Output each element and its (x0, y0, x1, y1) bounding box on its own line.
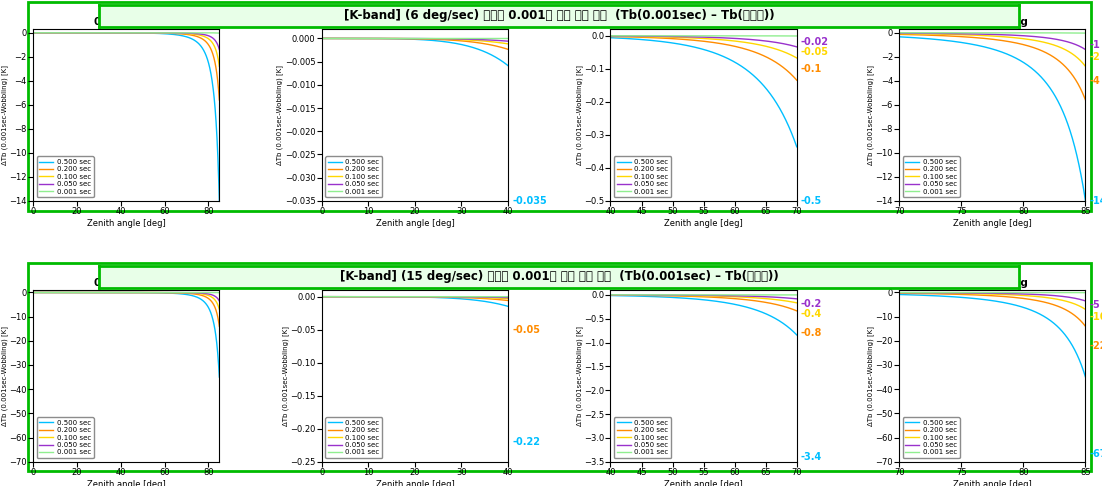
Legend: 0.500 sec, 0.200 sec, 0.100 sec, 0.050 sec, 0.001 sec: 0.500 sec, 0.200 sec, 0.100 sec, 0.050 s… (325, 156, 382, 197)
Legend: 0.500 sec, 0.200 sec, 0.100 sec, 0.050 sec, 0.001 sec: 0.500 sec, 0.200 sec, 0.100 sec, 0.050 s… (36, 156, 94, 197)
Text: -0.2: -0.2 (801, 299, 822, 310)
Y-axis label: ΔTb (0.001sec-Wobbling) [K]: ΔTb (0.001sec-Wobbling) [K] (1, 65, 8, 165)
Y-axis label: ΔTb (0.001sec-Wobbling) [K]: ΔTb (0.001sec-Wobbling) [K] (576, 65, 583, 165)
Text: -1: -1 (1090, 40, 1101, 50)
Title: 70 ~ 85 deg: 70 ~ 85 deg (957, 278, 1028, 288)
Title: 70 ~ 85 deg: 70 ~ 85 deg (957, 17, 1028, 27)
Y-axis label: ΔTb (0.001sec-Wobbling) [K]: ΔTb (0.001sec-Wobbling) [K] (1, 326, 8, 426)
Text: -22: -22 (1090, 341, 1102, 351)
Text: -0.05: -0.05 (801, 47, 829, 57)
X-axis label: Zenith angle [deg]: Zenith angle [deg] (376, 219, 454, 228)
X-axis label: Zenith angle [deg]: Zenith angle [deg] (87, 480, 165, 486)
Text: -0.05: -0.05 (512, 325, 540, 335)
Text: -10: -10 (1090, 312, 1102, 322)
Title: 0 ~ 85 deg: 0 ~ 85 deg (95, 278, 158, 288)
Y-axis label: ΔTb (0.001sec-Wobbling) [K]: ΔTb (0.001sec-Wobbling) [K] (576, 326, 583, 426)
Text: -0.5: -0.5 (801, 196, 822, 206)
Y-axis label: ΔTb (0.001sec-Wobbling) [K]: ΔTb (0.001sec-Wobbling) [K] (867, 326, 874, 426)
Legend: 0.500 sec, 0.200 sec, 0.100 sec, 0.050 sec, 0.001 sec: 0.500 sec, 0.200 sec, 0.100 sec, 0.050 s… (325, 417, 382, 458)
Text: -0.1: -0.1 (801, 64, 822, 74)
Title: 40 ~ 70 deg: 40 ~ 70 deg (668, 278, 739, 288)
Legend: 0.500 sec, 0.200 sec, 0.100 sec, 0.050 sec, 0.001 sec: 0.500 sec, 0.200 sec, 0.100 sec, 0.050 s… (614, 417, 671, 458)
Text: -3.4: -3.4 (801, 452, 822, 462)
Y-axis label: ΔTb (0.001sec-Wobbling) [K]: ΔTb (0.001sec-Wobbling) [K] (277, 65, 283, 165)
Legend: 0.500 sec, 0.200 sec, 0.100 sec, 0.050 sec, 0.001 sec: 0.500 sec, 0.200 sec, 0.100 sec, 0.050 s… (903, 417, 960, 458)
Text: -0.4: -0.4 (801, 309, 822, 319)
X-axis label: Zenith angle [deg]: Zenith angle [deg] (665, 219, 743, 228)
Legend: 0.500 sec, 0.200 sec, 0.100 sec, 0.050 sec, 0.001 sec: 0.500 sec, 0.200 sec, 0.100 sec, 0.050 s… (903, 156, 960, 197)
Legend: 0.500 sec, 0.200 sec, 0.100 sec, 0.050 sec, 0.001 sec: 0.500 sec, 0.200 sec, 0.100 sec, 0.050 s… (614, 156, 671, 197)
Text: [K-band] (15 deg/sec) 흔들림 0.001초 자료 습득 기준  (Tb(0.001sec) – Tb(흔들림)): [K-band] (15 deg/sec) 흔들림 0.001초 자료 습득 기… (339, 270, 779, 283)
Legend: 0.500 sec, 0.200 sec, 0.100 sec, 0.050 sec, 0.001 sec: 0.500 sec, 0.200 sec, 0.100 sec, 0.050 s… (36, 417, 94, 458)
Text: -0.035: -0.035 (512, 196, 547, 206)
Y-axis label: ΔTb (0.001sec-Wobbling) [K]: ΔTb (0.001sec-Wobbling) [K] (867, 65, 874, 165)
Title: 0 ~ 85 deg: 0 ~ 85 deg (95, 17, 158, 27)
Text: -67: -67 (1090, 450, 1102, 459)
Title: 0 ~ 40 deg: 0 ~ 40 deg (383, 278, 446, 288)
X-axis label: Zenith angle [deg]: Zenith angle [deg] (953, 480, 1031, 486)
Text: -0.22: -0.22 (512, 437, 540, 447)
X-axis label: Zenith angle [deg]: Zenith angle [deg] (665, 480, 743, 486)
Text: -14: -14 (1090, 196, 1102, 206)
Text: -5: -5 (1090, 299, 1101, 310)
X-axis label: Zenith angle [deg]: Zenith angle [deg] (87, 219, 165, 228)
Text: -0.8: -0.8 (801, 328, 822, 338)
Y-axis label: ΔTb (0.001sec-Wobbling) [K]: ΔTb (0.001sec-Wobbling) [K] (282, 326, 289, 426)
X-axis label: Zenith angle [deg]: Zenith angle [deg] (376, 480, 454, 486)
Title: 40 ~ 70 deg: 40 ~ 70 deg (668, 17, 739, 27)
Title: 0 ~ 40 deg: 0 ~ 40 deg (383, 17, 446, 27)
Text: [K-band] (6 deg/sec) 흔들림 0.001초 자료 습득 기준  (Tb(0.001sec) – Tb(흔들림)): [K-band] (6 deg/sec) 흔들림 0.001초 자료 습득 기준… (344, 9, 775, 22)
Text: -4: -4 (1090, 76, 1101, 86)
X-axis label: Zenith angle [deg]: Zenith angle [deg] (953, 219, 1031, 228)
Text: -2: -2 (1090, 52, 1101, 62)
Text: -0.02: -0.02 (801, 37, 829, 47)
